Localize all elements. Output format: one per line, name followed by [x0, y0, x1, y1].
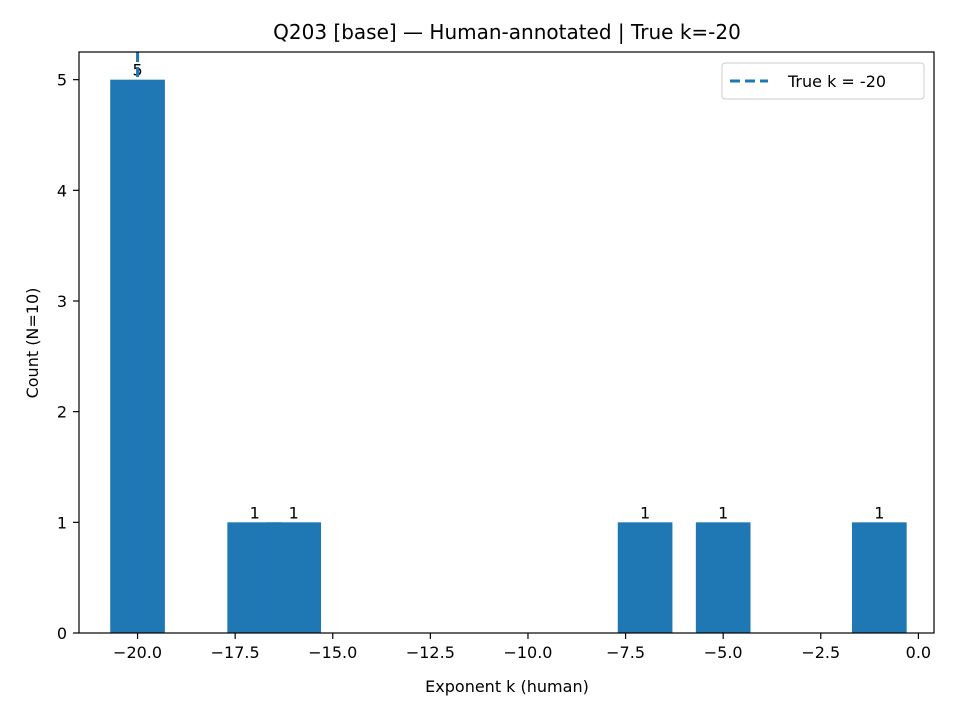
- y-tick-label: 1: [57, 513, 67, 532]
- bar: [852, 522, 907, 633]
- x-tick-label: −5.0: [704, 643, 743, 662]
- bars-group: [110, 79, 907, 633]
- bar: [617, 522, 673, 633]
- y-tick-label: 0: [57, 624, 67, 643]
- x-tick-label: −20.0: [113, 643, 162, 662]
- y-tick-label: 4: [57, 181, 67, 200]
- x-tick-label: 0.0: [906, 643, 931, 662]
- x-axis: −20.0 −17.5 −15.0 −12.5 −10.0 −7.5 −5.0 −2.5 0.0: [113, 633, 931, 662]
- y-tick-label: 5: [57, 71, 67, 90]
- y-axis: 0 1 2 3 4 5: [57, 71, 79, 643]
- legend-label: True k = -20: [787, 72, 886, 91]
- y-axis-label: Count (N=10): [23, 288, 42, 399]
- bar-value-label: 1: [250, 503, 260, 522]
- bar-value-label: 1: [289, 503, 299, 522]
- legend-box: [721, 62, 925, 100]
- y-tick-label: 2: [57, 403, 67, 422]
- chart-title: Q203 [base] — Human-annotated | True k=-…: [273, 20, 741, 44]
- bar: [695, 522, 751, 633]
- x-tick-label: −2.5: [801, 643, 840, 662]
- x-tick-label: −17.5: [211, 643, 260, 662]
- x-tick-label: −7.5: [606, 643, 645, 662]
- plot-frame: [78, 51, 935, 634]
- bar: [266, 522, 322, 633]
- bar-value-label: 1: [874, 503, 884, 522]
- bar-value-label: 1: [640, 503, 650, 522]
- x-tick-label: −10.0: [503, 643, 552, 662]
- y-tick-label: 3: [57, 292, 67, 311]
- bar-value-label: 1: [718, 503, 728, 522]
- bar-labels-group: 511111: [132, 61, 884, 523]
- x-tick-label: −12.5: [406, 643, 455, 662]
- x-axis-label: Exponent k (human): [425, 677, 589, 696]
- x-tick-label: −15.0: [308, 643, 357, 662]
- legend: True k = -20: [721, 62, 925, 100]
